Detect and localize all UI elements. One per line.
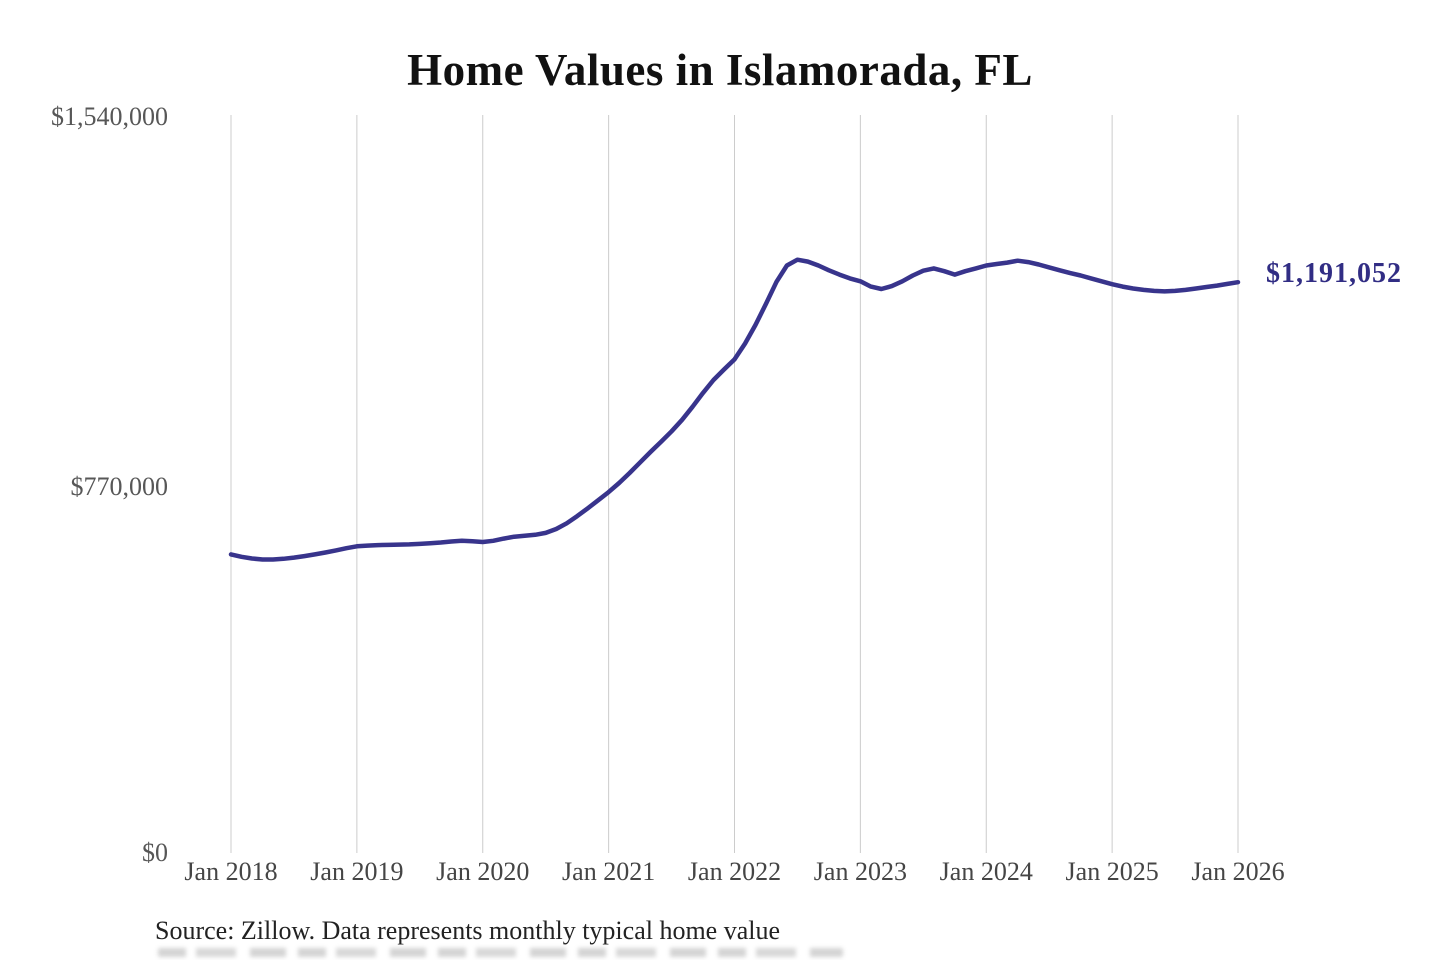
source-note: Source: Zillow. Data represents monthly … bbox=[155, 916, 781, 945]
chart-title: Home Values in Islamorada, FL bbox=[407, 45, 1033, 95]
cropped-text-artifact bbox=[158, 948, 843, 957]
y-axis-label-mid: $770,000 bbox=[70, 472, 169, 501]
y-axis-label-max: $1,540,000 bbox=[51, 102, 168, 131]
y-axis-label-zero: $0 bbox=[142, 838, 168, 867]
latest-value-annotation: $1,191,052 bbox=[1266, 258, 1402, 289]
home-value-trend-line bbox=[228, 257, 1241, 562]
